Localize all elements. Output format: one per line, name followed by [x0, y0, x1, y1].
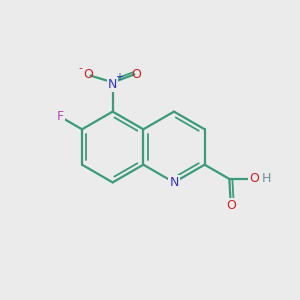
Text: O: O: [131, 68, 141, 81]
Text: F: F: [56, 110, 64, 123]
Text: H: H: [261, 172, 271, 185]
Text: O: O: [226, 200, 236, 212]
Text: +: +: [115, 72, 123, 82]
Text: O: O: [83, 68, 93, 81]
Text: N: N: [169, 176, 179, 189]
Text: -: -: [79, 63, 83, 74]
Text: N: N: [108, 77, 117, 91]
Text: O: O: [249, 172, 259, 185]
